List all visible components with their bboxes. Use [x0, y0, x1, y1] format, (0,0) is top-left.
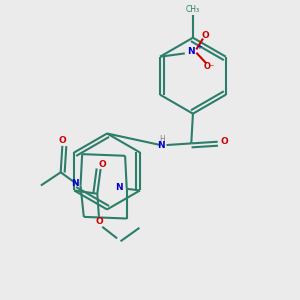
- Text: +: +: [196, 44, 202, 50]
- Text: CH₃: CH₃: [186, 5, 200, 14]
- Text: N: N: [157, 140, 165, 149]
- Text: O: O: [95, 217, 103, 226]
- Text: N: N: [188, 47, 195, 56]
- Text: H: H: [159, 135, 165, 144]
- Text: O: O: [202, 32, 209, 40]
- Text: O: O: [98, 160, 106, 169]
- Text: N: N: [71, 179, 79, 188]
- Text: N: N: [115, 183, 123, 192]
- Text: O: O: [220, 137, 228, 146]
- Text: O: O: [58, 136, 66, 146]
- Text: O⁻: O⁻: [204, 62, 215, 71]
